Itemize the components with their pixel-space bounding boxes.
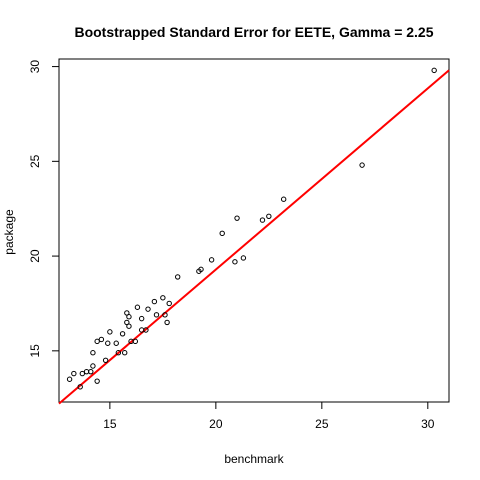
data-point — [164, 319, 170, 326]
data-point — [266, 213, 272, 219]
y-axis-label: package — [2, 209, 16, 255]
data-point — [240, 255, 247, 261]
data-point — [160, 295, 166, 301]
data-point — [151, 298, 158, 305]
data-point — [90, 350, 96, 356]
data-point — [162, 312, 168, 318]
data-point — [153, 312, 160, 318]
data-point — [208, 257, 215, 263]
y-tick-label: 30 — [28, 60, 42, 74]
data-point — [98, 336, 105, 343]
data-point — [113, 340, 119, 346]
data-point — [234, 215, 240, 221]
data-point — [71, 370, 77, 377]
data-point — [219, 230, 225, 237]
data-point — [198, 266, 204, 273]
data-point — [138, 315, 145, 322]
chart-title: Bootstrapped Standard Error for EETE, Ga… — [74, 24, 433, 40]
data-point — [94, 378, 100, 384]
data-point — [126, 323, 132, 329]
data-point — [94, 338, 100, 345]
data-point — [359, 162, 365, 168]
data-point — [143, 327, 149, 333]
y-tick-label: 15 — [28, 344, 42, 358]
data-point — [132, 338, 139, 345]
data-point — [77, 384, 83, 390]
data-point — [90, 363, 96, 369]
fit-line-layer — [58, 69, 450, 405]
y-tick-label: 20 — [28, 249, 42, 263]
y-tick-label: 25 — [28, 154, 42, 168]
data-point — [280, 196, 287, 202]
data-point — [166, 300, 172, 307]
points-layer — [66, 67, 437, 390]
data-point — [232, 259, 238, 265]
data-point — [105, 340, 111, 346]
x-axis-label: benchmark — [224, 452, 284, 466]
data-point — [134, 304, 141, 310]
axis-ticks: 15 20 25 30 15 20 25 30 — [28, 60, 435, 431]
plot-frame — [58, 58, 450, 403]
data-point — [115, 350, 122, 356]
data-point — [174, 274, 181, 280]
data-point — [88, 368, 94, 375]
x-tick-label: 25 — [315, 417, 329, 431]
data-point — [259, 217, 266, 223]
data-point — [122, 350, 128, 356]
data-point — [431, 67, 437, 74]
data-point — [107, 329, 113, 335]
data-point — [126, 314, 132, 320]
x-tick-label: 15 — [103, 417, 117, 431]
data-point — [119, 331, 126, 337]
data-point — [102, 357, 109, 364]
x-tick-label: 20 — [209, 417, 223, 431]
data-point — [79, 370, 86, 377]
data-point — [145, 306, 151, 312]
regression-line — [58, 69, 450, 405]
data-point — [66, 376, 73, 382]
x-tick-label: 30 — [421, 417, 435, 431]
